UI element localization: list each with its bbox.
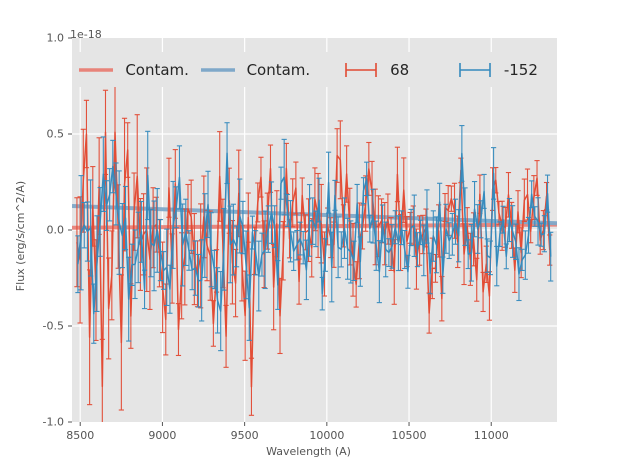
legend-entry-1[interactable]: Contam. [72,61,193,79]
legend-box[interactable]: Contam. Contam. 68 -152 [72,52,557,87]
legend-entry-2[interactable]: Contam. [193,61,314,79]
x-axis-label: Wavelength (A) [266,445,351,458]
y-axis-label-wrapper: Flux (erg/s/cm^2/A) [14,181,124,291]
legend-label: Contam. [246,60,311,79]
x-tick-label: 9000 [148,429,177,442]
y-axis-offset-text: 1e-18 [70,28,102,41]
legend-label: -152 [503,60,538,79]
x-tick-label: 11000 [473,429,509,442]
y-tick-label: 0.5 [46,127,65,141]
y-tick-label: -1.0 [42,415,64,429]
legend-entry-4[interactable]: -152 [436,61,557,79]
data-series [72,80,557,422]
y-tick-label: 0.0 [46,223,65,237]
x-tick-label: 10500 [391,429,427,442]
x-tick-label: 10000 [309,429,345,442]
x-tick-label: 8500 [66,429,95,442]
legend-errorbar-swatch [345,62,377,77]
legend-line-swatch [200,67,235,72]
legend-entry-3[interactable]: 68 [315,61,436,79]
y-tick-label: -0.5 [42,319,64,333]
y-axis-label: Flux (erg/s/cm^2/A) [14,180,27,292]
legend-label: Contam. [125,60,189,79]
x-tick-label: 9500 [230,429,259,442]
legend-label: 68 [390,60,410,79]
legend-errorbar-swatch [459,62,491,77]
legend-line-swatch [79,67,114,72]
y-tick-label: 1.0 [46,31,65,45]
tick-marks [68,37,492,426]
